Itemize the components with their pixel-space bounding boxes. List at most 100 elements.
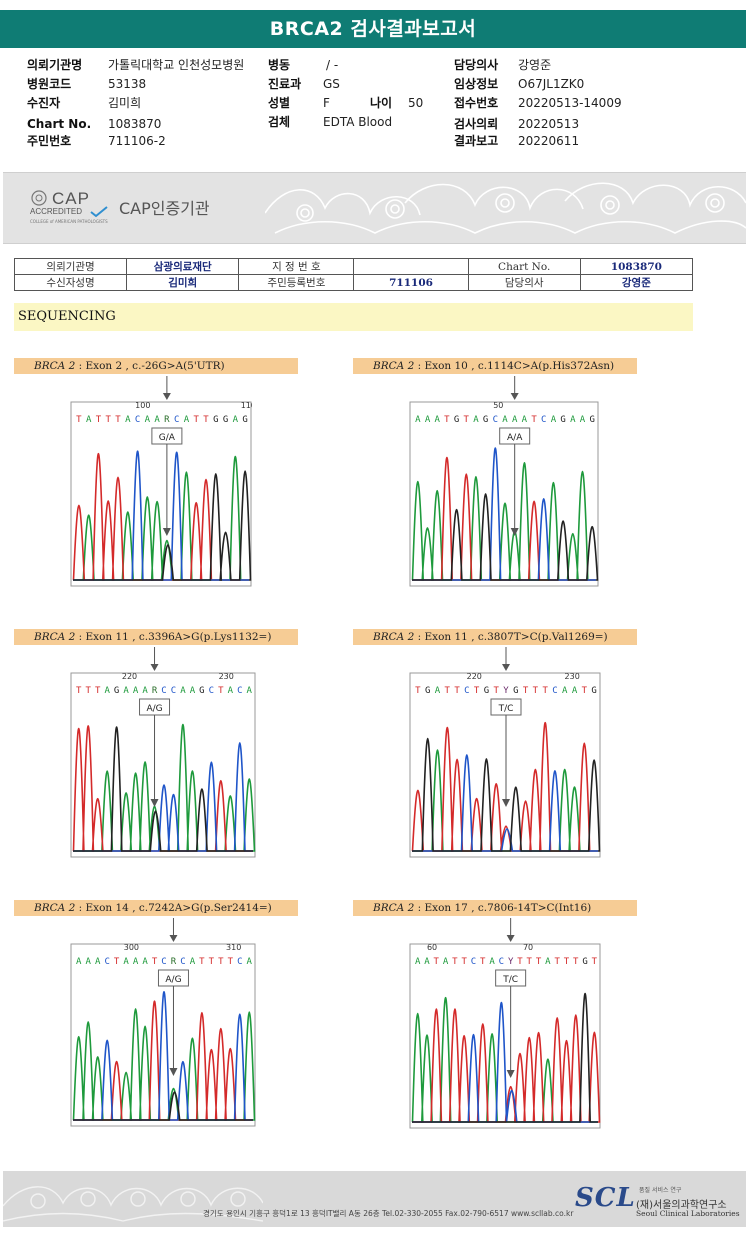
base-call-letter: A [133, 957, 139, 967]
sub-key: 의뢰기관명 [13, 258, 128, 275]
genotype-call: G/A [159, 433, 176, 443]
info-label: 검사의뢰 [454, 117, 499, 131]
genotype-call: A/G [165, 975, 181, 985]
base-call-letter: C [171, 686, 176, 696]
base-call-letter: A [142, 957, 148, 967]
base-call-letter: T [114, 957, 120, 967]
base-call-letter: G [591, 686, 596, 696]
base-call-letter: R [164, 415, 170, 425]
trace-A [72, 1008, 256, 1121]
cap-college-text: COLLEGE of AMERICAN PATHOLOGISTS [30, 219, 108, 224]
info-value: 가톨릭대학교 인천성모병원 [108, 58, 245, 72]
base-call-letter: A [551, 415, 557, 425]
sub-key: 지 정 번 호 [238, 258, 355, 275]
info-label: 의뢰기관명 [27, 58, 83, 72]
trace-G [73, 470, 252, 581]
base-call-letter: T [152, 957, 158, 967]
base-call-letter: A [76, 957, 82, 967]
info-value: 김미희 [108, 96, 142, 110]
base-call-letter: G [483, 415, 488, 425]
base-call-letter: T [464, 415, 470, 425]
trace-C [73, 741, 253, 852]
base-call-letter: C [161, 957, 166, 967]
position-tick-label: 220 [467, 672, 482, 681]
info-value: O67JL1ZK0 [518, 77, 585, 91]
trace-G [412, 493, 599, 581]
base-call-letter: A [86, 415, 92, 425]
base-call-letter: T [445, 686, 451, 696]
trace-T [72, 725, 253, 852]
base-call-letter: A [434, 415, 440, 425]
chromatogram: 100110TATTTACAARCATTGGAGG/A [70, 376, 252, 587]
position-tick-label: 60 [427, 943, 437, 952]
sub-value [353, 258, 469, 275]
info-label: 진료과 [268, 77, 302, 91]
info-value: GS [323, 77, 340, 91]
footer-address: 경기도 용인시 기흥구 흥덕1로 13 흥덕IT밸리 A동 26층 Tel.02… [203, 1209, 574, 1218]
sequencing-section-title: SEQUENCING [14, 303, 693, 331]
base-call-letter: T [480, 957, 486, 967]
base-call-letter: A [415, 957, 421, 967]
footer-pattern-decoration [3, 1186, 263, 1222]
base-call-letter: A [142, 686, 148, 696]
trace-G [73, 726, 253, 852]
sub-value: 1083870 [579, 258, 694, 275]
base-call-letter: A [489, 957, 495, 967]
info-label: 주민번호 [27, 134, 72, 148]
base-call-letter: A [123, 686, 129, 696]
base-call-letter: C [552, 686, 557, 696]
info-section: 의뢰기관명 가톨릭대학교 인천성모병원 병원코드 53138 수진자 김미희 C… [0, 0, 746, 160]
info-value: 53138 [108, 77, 147, 91]
base-call-letter: C [464, 686, 469, 696]
variant-header: BRCA 2 : Exon 2 , c.-26G>A(5'UTR) [14, 358, 298, 374]
base-call-letter: A [473, 415, 479, 425]
base-call-letter: T [218, 686, 224, 696]
info-label: 검체 [268, 115, 291, 129]
base-call-letter: G [223, 415, 228, 425]
base-call-letter: T [218, 957, 224, 967]
base-call-letter: T [85, 686, 91, 696]
base-call-letter: A [562, 686, 568, 696]
base-call-letter: A [570, 415, 576, 425]
base-call-letter: A [435, 686, 441, 696]
trace-T [412, 456, 596, 581]
info-value: 711106-2 [108, 134, 166, 148]
sub-key: 수신자성명 [13, 274, 128, 291]
base-call-letter: T [203, 415, 209, 425]
cap-banner: CAP ACCREDITED COLLEGE of AMERICAN PATHO… [3, 172, 746, 244]
sub-key: 담당의사 [467, 274, 581, 291]
genotype-call: T/C [498, 704, 514, 714]
trace-T [411, 721, 598, 852]
info-label: Chart No. [27, 117, 92, 131]
info-label: 병동 [268, 58, 291, 72]
base-call-letter: G [213, 415, 218, 425]
cap-logo: CAP ACCREDITED COLLEGE of AMERICAN PATHO… [30, 189, 110, 229]
info-label: 임상정보 [454, 77, 499, 91]
info-label: 담당의사 [454, 58, 499, 72]
cloud-pattern-decoration [265, 182, 746, 234]
cap-certified-text: CAP인증기관 [119, 199, 210, 218]
trace-C [412, 1001, 598, 1123]
base-call-letter: A [572, 686, 578, 696]
base-call-letter: C [180, 957, 185, 967]
trace-G [412, 737, 601, 852]
info-label: 접수번호 [454, 96, 499, 110]
position-tick-label: 300 [124, 943, 139, 952]
variant-header: BRCA 2 : Exon 11 , c.3396A>G(p.Lys1132=) [14, 629, 298, 645]
info-value: 20220513 [518, 117, 580, 131]
base-call-letter: A [502, 415, 508, 425]
position-tick-label: 230 [219, 672, 234, 681]
variant-desc: : Exon 11 , c.3396A>G(p.Lys1132=) [78, 631, 272, 643]
base-call-letter: A [125, 415, 131, 425]
base-call-letter: A [233, 415, 239, 425]
variant-arrow-icon [502, 664, 510, 671]
variant-header: BRCA 2 : Exon 17 , c.7806-14T>C(Int16) [353, 900, 637, 916]
variant-desc: : Exon 17 , c.7806-14T>C(Int16) [417, 902, 592, 914]
base-call-letter: T [76, 415, 82, 425]
base-call-letter: A [228, 686, 234, 696]
gene-name: BRCA 2 [373, 631, 415, 643]
info-value: 강영준 [518, 58, 552, 72]
base-call-letter: A [180, 686, 186, 696]
info-value: 50 [408, 96, 424, 110]
